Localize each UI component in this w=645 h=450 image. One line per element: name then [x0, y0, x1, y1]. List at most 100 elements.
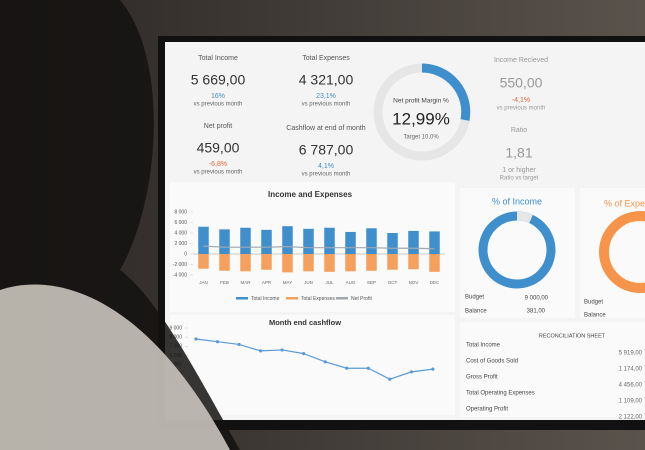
bar [345, 231, 356, 254]
margin-label: Net profit Margin % [393, 98, 449, 105]
legend-label: Total Income [251, 296, 280, 302]
kpi-value: 550,00 [500, 75, 543, 91]
kpi-label: Cashflow at end of month [286, 125, 365, 132]
bar [198, 226, 209, 254]
bar [345, 254, 356, 272]
bar [282, 254, 293, 273]
legend-swatch [286, 297, 298, 300]
x-tick-label: DEC [430, 280, 440, 285]
x-tick-label: MAR [241, 280, 252, 285]
point [323, 360, 327, 364]
y-tick-label: 8 000 [174, 209, 187, 215]
bar [324, 227, 335, 254]
donut-title: % of Expenses [604, 198, 645, 208]
budget-label: Budget [465, 295, 484, 301]
kpi-value: 5 669,00 [191, 72, 246, 88]
y-tick-label: 4 000 [174, 230, 187, 236]
x-tick-label: JUN [304, 280, 313, 285]
point [431, 367, 435, 371]
bar [408, 254, 419, 270]
kpi-change: 4,1% [318, 163, 334, 170]
line [203, 245, 435, 250]
point [388, 377, 392, 381]
row-value: 5 919,00 [619, 351, 643, 357]
bar [324, 254, 335, 272]
balance-label: Balance [584, 313, 606, 319]
kpi-note: vs previous month [497, 106, 546, 112]
panel [580, 188, 645, 318]
y-tick-label: -2 000 [173, 262, 187, 268]
kpi-change: 23,1% [316, 93, 336, 100]
x-tick-label: MAY [283, 280, 292, 285]
point [345, 366, 349, 370]
kpi-change: -4,1% [512, 97, 530, 104]
kpi-note: vs previous month [194, 102, 243, 108]
bar [303, 254, 314, 272]
x-tick-label: OCT [388, 280, 398, 285]
legend-swatch [236, 297, 248, 300]
kpi-label: Income Recieved [494, 57, 548, 64]
row-value: 1 174,00 [619, 367, 643, 373]
bar [198, 254, 209, 269]
chart-title: Income and Expenses [268, 190, 353, 199]
bar [261, 229, 272, 254]
kpi-label: Net profit [204, 123, 232, 130]
x-tick-label: FEB [220, 280, 229, 285]
bar [387, 233, 398, 254]
y-tick-label: 2 000 [174, 241, 187, 247]
x-tick-label: JAN [199, 280, 208, 285]
line [195, 338, 433, 380]
bar [408, 230, 419, 254]
row-label: Total Operating Expenses [466, 391, 535, 397]
chart-title: Month end cashflow [269, 318, 341, 327]
budget-value: 9 000,00 [525, 296, 549, 302]
bar [366, 254, 377, 271]
row-value: 4 456,00 [619, 383, 643, 389]
bar [219, 254, 230, 271]
point [259, 349, 263, 353]
kpi-value: 459,00 [197, 140, 240, 156]
margin-target: Target 10,0% [403, 135, 439, 141]
kpi-change: 16% [211, 93, 225, 100]
bar [387, 254, 398, 270]
row-label: Operating Profit [466, 407, 508, 413]
bar [303, 228, 314, 254]
kpi-label: Total Income [198, 55, 238, 62]
margin-value: 12,99% [392, 109, 450, 128]
bar [219, 229, 230, 254]
bar [429, 231, 440, 254]
bar [282, 226, 293, 254]
donut-title: % of Income [492, 196, 542, 206]
point [194, 337, 198, 341]
point [280, 348, 284, 352]
legend-label: Total Expenses [301, 296, 335, 302]
kpi-label: Ratio [511, 127, 527, 134]
kpi-label: Total Expenses [302, 55, 350, 62]
balance-value: 381,00 [527, 309, 546, 315]
y-tick-label: 0 [184, 251, 187, 257]
x-tick-label: NOV [409, 280, 419, 285]
kpi-value: 6 787,00 [299, 142, 354, 158]
kpi-note: Ratio vs target [500, 176, 539, 182]
panel [170, 315, 455, 415]
donut-gap [516, 211, 533, 224]
point [366, 366, 370, 370]
y-tick-label: 6 000 [174, 220, 187, 226]
kpi-note: vs previous month [302, 172, 351, 178]
x-tick-label: APR [262, 280, 272, 285]
x-tick-label: JUL [325, 280, 333, 285]
row-label: Gross Profit [466, 375, 498, 381]
bar [240, 227, 251, 254]
row-label: Total Income [466, 343, 501, 349]
gauge-arc [421, 63, 471, 121]
balance-label: Balance [465, 309, 487, 315]
kpi-value: 4 321,00 [299, 72, 354, 88]
kpi-note: vs previous month [194, 170, 243, 176]
row-value: 1 109,00 [619, 399, 643, 405]
bar [240, 254, 251, 272]
y-tick-label: 8 000 [169, 334, 182, 340]
kpi-value: 1,81 [505, 145, 532, 161]
panel [460, 322, 645, 417]
legend-swatch [336, 297, 348, 300]
kpi-change: -6,8% [209, 161, 227, 168]
